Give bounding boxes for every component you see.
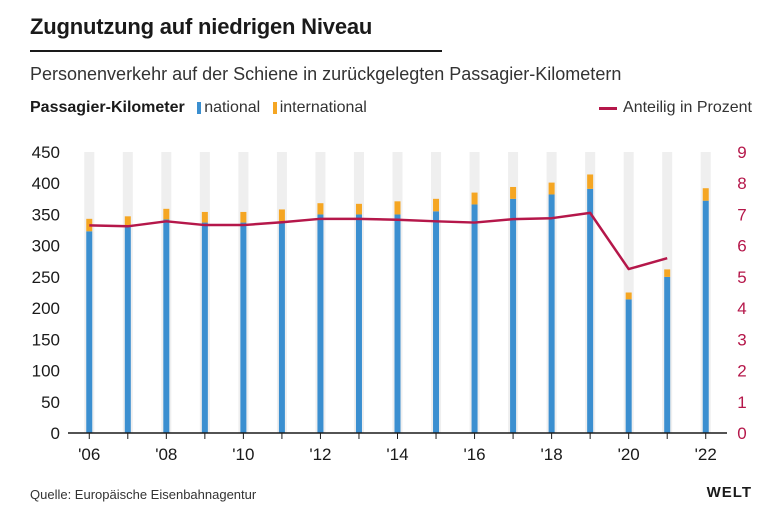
- bar-international-2011: [278, 209, 285, 222]
- x-tick-label: '22: [695, 445, 717, 464]
- source-note: Quelle: Europäische Eisenbahnagentur: [30, 487, 257, 502]
- legend-international-swatch: [272, 102, 277, 114]
- bar-international-2010: [240, 211, 247, 223]
- bar-national-2012: [317, 214, 324, 433]
- y2-tick-label: 3: [737, 330, 746, 349]
- bar-international-2012: [317, 203, 324, 215]
- y2-tick-label: 0: [737, 424, 746, 443]
- bar-international-2020: [625, 292, 632, 300]
- legend-line-entry: Anteilig in Prozent: [599, 99, 752, 117]
- bar-national-2007: [124, 226, 131, 433]
- bar-national-2008: [163, 219, 170, 433]
- y-tick-label: 250: [32, 268, 60, 287]
- bar-international-2022: [702, 188, 709, 201]
- bar-international-2016: [471, 192, 478, 205]
- y2-tick-label: 7: [737, 205, 746, 224]
- bar-international-2018: [548, 182, 555, 195]
- legend-national-label: national: [204, 99, 261, 116]
- bar-national-2006: [86, 231, 93, 433]
- y-tick-label: 50: [41, 393, 60, 412]
- bar-national-2020: [625, 299, 632, 433]
- y2-tick-label: 4: [737, 299, 746, 318]
- bar-international-2021: [664, 269, 671, 277]
- bar-national-2022: [702, 200, 709, 433]
- y2-tick-label: 5: [737, 268, 746, 287]
- bar-national-2017: [510, 198, 517, 433]
- bar-national-2014: [394, 214, 401, 433]
- x-tick-label: '10: [232, 445, 254, 464]
- y-tick-label: 350: [32, 205, 60, 224]
- x-tick-label: '16: [463, 445, 485, 464]
- bar-national-2019: [587, 188, 594, 433]
- bar-international-2009: [201, 211, 208, 223]
- x-tick-label: '08: [155, 445, 177, 464]
- y2-tick-label: 2: [737, 362, 746, 381]
- y2-tick-label: 9: [737, 143, 746, 162]
- legend-title: Passagier-Kilometer: [30, 99, 185, 116]
- legend-international-label: international: [279, 99, 367, 116]
- y-tick-label: 300: [32, 237, 60, 256]
- bar-international-2015: [433, 198, 440, 212]
- bar-national-2009: [201, 222, 208, 433]
- y-tick-label: 150: [32, 330, 60, 349]
- legend-national-swatch: [197, 102, 202, 114]
- y-tick-label: 400: [32, 174, 60, 193]
- bar-national-2018: [548, 194, 555, 433]
- legend-line-label: Anteilig in Prozent: [623, 99, 752, 116]
- share-line: [89, 211, 668, 271]
- bar-international-2014: [394, 201, 401, 215]
- bar-international-2008: [163, 208, 170, 220]
- chart-subtitle: Personenverkehr auf der Schiene in zurüc…: [30, 64, 622, 84]
- bar-national-2011: [278, 221, 285, 433]
- bar-international-2007: [124, 216, 131, 227]
- y2-tick-label: 8: [737, 174, 746, 193]
- bar-international-2006: [86, 218, 93, 232]
- y-tick-label: 100: [32, 362, 60, 381]
- y2-tick-label: 6: [737, 237, 746, 256]
- bar-national-2016: [471, 204, 478, 433]
- y-tick-label: 200: [32, 299, 60, 318]
- bar-international-2013: [355, 203, 362, 215]
- chart-title: Zugnutzung auf niedrigen Niveau: [30, 14, 373, 39]
- x-tick-label: '06: [78, 445, 100, 464]
- y2-tick-label: 1: [737, 393, 746, 412]
- legend-line-swatch: [599, 106, 618, 110]
- x-tick-label: '12: [309, 445, 331, 464]
- x-tick-label: '18: [541, 445, 563, 464]
- title-underline: [30, 50, 442, 52]
- bar-national-2021: [664, 276, 671, 433]
- bar-national-2015: [433, 211, 440, 433]
- bar-national-2010: [240, 222, 247, 433]
- brand-logo: WELT: [706, 484, 752, 501]
- bar-international-2017: [510, 186, 517, 199]
- x-tick-label: '20: [618, 445, 640, 464]
- x-tick-label: '14: [386, 445, 408, 464]
- legend: Passagier-Kilometer national internation…: [30, 99, 752, 123]
- bar-national-2013: [355, 214, 362, 433]
- y-tick-label: 0: [51, 424, 60, 443]
- y-tick-label: 450: [32, 143, 60, 162]
- bar-international-2019: [587, 174, 594, 189]
